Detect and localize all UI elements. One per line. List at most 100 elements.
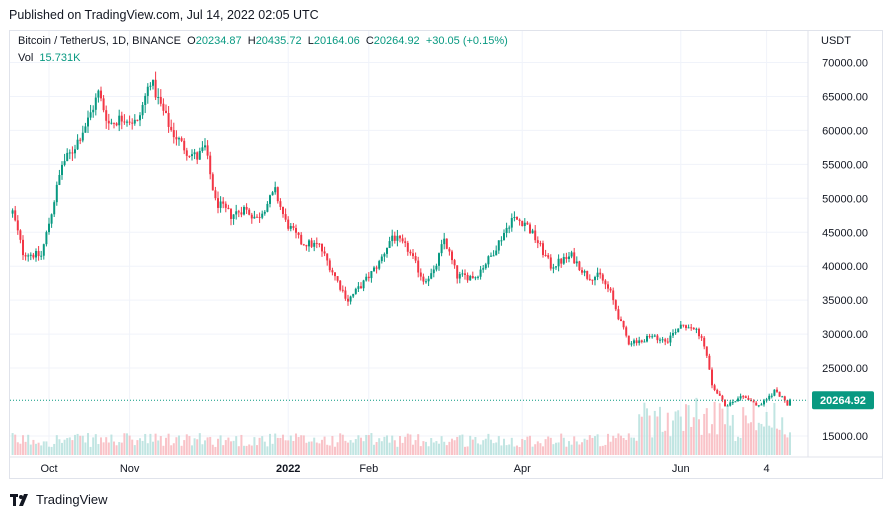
candle-body <box>235 211 238 215</box>
volume-bar <box>599 446 602 455</box>
volume-bar <box>659 406 661 455</box>
volume-bar <box>607 433 609 455</box>
candle-body <box>713 385 716 390</box>
x-tick-label: Oct <box>40 463 57 475</box>
volume-bar <box>118 442 121 455</box>
volume-bar <box>627 433 630 455</box>
x-tick-label: Apr <box>514 463 531 475</box>
candle-body <box>692 327 695 330</box>
volume-bar <box>136 440 139 455</box>
candle-body <box>646 336 648 342</box>
volume-bar <box>622 437 625 455</box>
candle-body <box>193 152 196 155</box>
candle-body <box>583 271 586 273</box>
candle-body <box>310 240 313 247</box>
volume-bar <box>349 440 352 455</box>
volume-bar <box>443 441 446 455</box>
candle-body <box>521 220 524 227</box>
volume-bar <box>682 430 685 455</box>
volume-bar <box>94 434 97 455</box>
volume-bar <box>466 446 469 455</box>
candle-body <box>29 254 32 256</box>
vol-value: 15.731K <box>39 52 81 64</box>
volume-bar <box>404 436 407 455</box>
candle-body <box>102 98 105 111</box>
volume-bar <box>74 434 76 455</box>
volume-bar <box>386 435 388 455</box>
high-label: H <box>247 35 256 47</box>
volume-bar <box>191 445 193 455</box>
footer-brand[interactable]: TradingView <box>10 492 108 507</box>
volume-bar <box>396 446 399 455</box>
volume-bar <box>29 444 32 455</box>
volume-bar <box>461 434 464 455</box>
volume-bar <box>724 424 726 455</box>
y-tick-label: 40000.00 <box>822 261 868 273</box>
candle-body <box>149 85 152 87</box>
candle-body <box>560 258 563 264</box>
candle-body <box>742 396 745 398</box>
volume-bar <box>178 435 180 455</box>
volume-bar <box>508 444 511 455</box>
volume-bar <box>570 444 573 455</box>
volume-bar <box>419 446 422 455</box>
volume-bar <box>79 435 82 455</box>
volume-bar <box>328 445 331 455</box>
volume-bar <box>40 445 43 455</box>
volume-bar <box>492 443 495 455</box>
volume-bar <box>297 437 300 455</box>
candle-body <box>383 253 386 257</box>
candle-body <box>612 290 615 301</box>
volume-bar <box>263 441 266 455</box>
volume-bar <box>601 445 604 455</box>
candle-body <box>513 217 516 219</box>
candle-body <box>362 280 365 289</box>
candle-body <box>422 276 425 282</box>
candle-body <box>770 395 773 397</box>
candle-body <box>419 272 422 277</box>
volume-bar <box>594 436 596 455</box>
candle-body <box>68 152 71 154</box>
candle-body <box>357 286 360 289</box>
volume-bar <box>690 426 693 455</box>
volume-bar <box>768 425 771 455</box>
candle-body <box>477 276 479 278</box>
volume-bar <box>760 423 763 455</box>
volume-bar <box>300 435 303 455</box>
candle-body <box>97 90 100 98</box>
x-tick-label: Feb <box>359 463 378 475</box>
candle-body <box>445 238 448 249</box>
candle-body <box>32 254 35 258</box>
candle-body <box>74 149 76 154</box>
candle-body <box>490 255 492 257</box>
volume-bar <box>206 437 209 455</box>
candle-body <box>536 240 539 244</box>
candle-body <box>167 113 170 127</box>
candle-body <box>170 126 173 131</box>
candle-body <box>282 206 284 215</box>
candle-body <box>731 402 734 404</box>
volume-bar <box>336 442 339 455</box>
volume-bar <box>713 401 716 455</box>
volume-bar <box>490 439 492 455</box>
x-tick-label: Nov <box>120 463 140 475</box>
candle-body <box>183 140 186 151</box>
volume-bar <box>474 437 477 455</box>
candle-body <box>55 184 58 203</box>
volume-bar <box>562 437 565 455</box>
x-tick-label: Jun <box>672 463 690 475</box>
candle-body <box>734 401 737 403</box>
symbol-label[interactable]: Bitcoin / TetherUS, 1D, BINANCE <box>18 35 182 47</box>
candle-body <box>604 280 607 285</box>
volume-bar <box>742 407 745 455</box>
volume-bar <box>68 437 71 455</box>
volume-bar <box>227 437 230 455</box>
volume-bar <box>378 438 381 455</box>
volume-bar <box>518 446 521 455</box>
volume-bar <box>638 414 641 455</box>
volume-bar <box>37 442 40 455</box>
volume-bar <box>222 445 225 455</box>
volume-bar <box>217 438 219 455</box>
candle-body <box>461 273 464 275</box>
